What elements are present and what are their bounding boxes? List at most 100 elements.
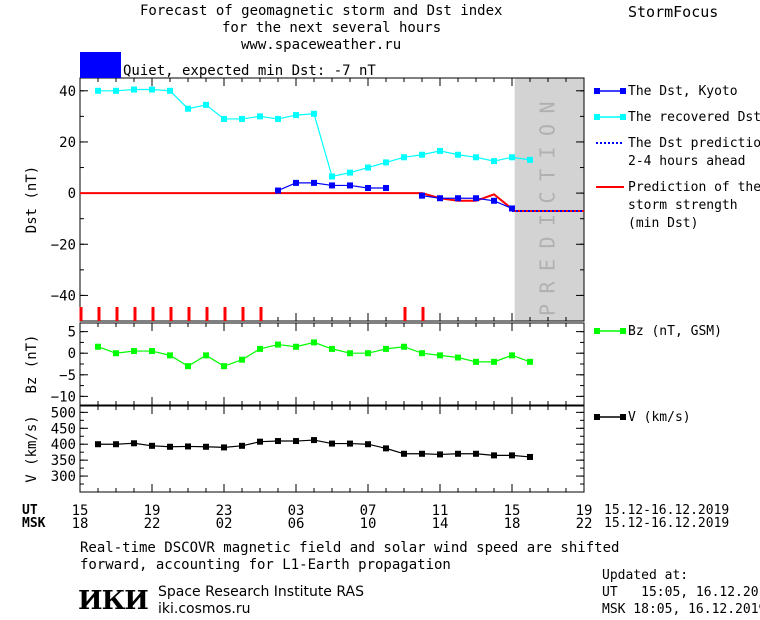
speed-point bbox=[473, 450, 479, 457]
speed-point bbox=[383, 445, 389, 452]
msk-tick-label: 02 bbox=[216, 516, 233, 532]
bz-point bbox=[347, 350, 353, 357]
recovered-dst-point bbox=[527, 156, 533, 163]
ut-date-range: 15.12-16.12.2019 bbox=[604, 503, 730, 518]
bz-point bbox=[113, 350, 119, 357]
bz-point bbox=[311, 339, 317, 346]
legend-swatch-marker bbox=[594, 88, 600, 94]
recovered-dst-point bbox=[491, 158, 497, 165]
brand-name: StormFocus bbox=[628, 3, 719, 21]
y-tick-label: 300 bbox=[51, 469, 76, 485]
y-tick-label: −40 bbox=[51, 288, 76, 304]
dst-kyoto-point bbox=[509, 205, 515, 212]
recovered-dst-point bbox=[419, 151, 425, 158]
ut-tick-label: 19 bbox=[576, 503, 593, 519]
recovered-dst-point bbox=[455, 151, 461, 158]
speed-point bbox=[293, 438, 299, 445]
speed-point bbox=[239, 442, 245, 449]
ut-tick-label: 15 bbox=[504, 503, 521, 519]
bz-point bbox=[275, 341, 281, 348]
speed-point bbox=[491, 452, 497, 459]
ut-tick-label: 23 bbox=[216, 503, 233, 519]
bz-point bbox=[509, 352, 515, 359]
dst-kyoto-point bbox=[383, 184, 389, 191]
bz-point bbox=[293, 343, 299, 350]
recovered-dst-point bbox=[149, 86, 155, 93]
legend-label: V (km/s) bbox=[628, 410, 691, 425]
recovered-dst-point bbox=[95, 87, 101, 94]
bz-point bbox=[257, 345, 263, 352]
speed-point bbox=[509, 452, 515, 459]
dst-kyoto-point bbox=[329, 182, 335, 189]
speed-point bbox=[365, 441, 371, 448]
dst-kyoto-point bbox=[347, 182, 353, 189]
prediction-letter: C bbox=[535, 191, 559, 203]
panel-frame bbox=[79, 77, 585, 322]
bz-point bbox=[149, 348, 155, 355]
recovered-dst-point bbox=[473, 154, 479, 161]
recovered-dst-point bbox=[509, 154, 515, 161]
y-axis-label: Bz (nT) bbox=[24, 334, 40, 393]
bz-point bbox=[365, 350, 371, 357]
recovered-dst-point bbox=[257, 113, 263, 120]
msk-tick-label: 14 bbox=[432, 516, 449, 532]
bz-line bbox=[97, 341, 531, 367]
recovered-dst-point bbox=[311, 110, 317, 117]
recovered-dst-point bbox=[167, 87, 173, 94]
recovered-dst-line bbox=[98, 88, 531, 178]
recovered-dst-point bbox=[383, 159, 389, 166]
ut-tick-label: 19 bbox=[144, 503, 161, 519]
dst-kyoto-point bbox=[275, 187, 281, 194]
speed-point bbox=[329, 440, 335, 447]
source-url: www.spaceweather.ru bbox=[241, 37, 402, 53]
bz-point bbox=[239, 356, 245, 363]
dst-kyoto-point bbox=[455, 195, 461, 202]
dst-kyoto-point bbox=[365, 184, 371, 191]
bz-point bbox=[383, 345, 389, 352]
y-tick-label: 40 bbox=[59, 84, 76, 100]
recovered-dst-point bbox=[347, 169, 353, 176]
status-text: Quiet, expected min Dst: -7 nT bbox=[123, 63, 376, 79]
dst-kyoto-point bbox=[437, 195, 443, 202]
recovered-dst-point bbox=[131, 86, 137, 93]
bz-point bbox=[185, 363, 191, 370]
panel-frame bbox=[79, 405, 585, 493]
msk-tick-label: 22 bbox=[576, 516, 593, 532]
prediction-letter: I bbox=[535, 146, 559, 158]
legend-label: The recovered Dst bbox=[628, 110, 760, 125]
prediction-letter: R bbox=[535, 281, 559, 294]
prediction-letter: T bbox=[535, 169, 559, 181]
y-tick-label: 0 bbox=[68, 346, 76, 362]
msk-tick-label: 18 bbox=[504, 516, 521, 532]
recovered-dst-point bbox=[221, 115, 227, 122]
recovered-dst-point bbox=[275, 115, 281, 122]
legend-label: 2-4 hours ahead bbox=[628, 154, 745, 169]
dst-kyoto-point bbox=[311, 179, 317, 186]
legend-label: The Dst, Kyoto bbox=[628, 84, 738, 99]
speed-point bbox=[149, 442, 155, 449]
bz-point bbox=[401, 343, 407, 350]
y-tick-label: 5 bbox=[68, 325, 76, 341]
legend-label: Prediction of the bbox=[628, 180, 760, 195]
prediction-letter: D bbox=[535, 236, 559, 248]
msk-tick-label: 22 bbox=[144, 516, 161, 532]
speed-point bbox=[347, 440, 353, 447]
speed-point bbox=[275, 438, 281, 445]
recovered-dst-point bbox=[365, 164, 371, 171]
prediction-letter: E bbox=[535, 259, 559, 271]
speed-point bbox=[113, 441, 119, 448]
dst-kyoto-point bbox=[473, 195, 479, 202]
speed-point bbox=[95, 441, 101, 448]
prediction-letter: O bbox=[535, 124, 559, 136]
legend-swatch-marker bbox=[620, 414, 626, 420]
prediction-band bbox=[514, 78, 584, 321]
footer-note-line2: forward, accounting for L1-Earth propaga… bbox=[80, 557, 451, 573]
dst-kyoto-point bbox=[491, 197, 497, 204]
legend-label: (min Dst) bbox=[628, 216, 698, 231]
speed-point bbox=[527, 453, 533, 460]
y-tick-label: 500 bbox=[51, 405, 76, 421]
prediction-letter: I bbox=[535, 214, 559, 226]
recovered-dst-point bbox=[437, 147, 443, 154]
legend-swatch-marker bbox=[594, 414, 600, 420]
